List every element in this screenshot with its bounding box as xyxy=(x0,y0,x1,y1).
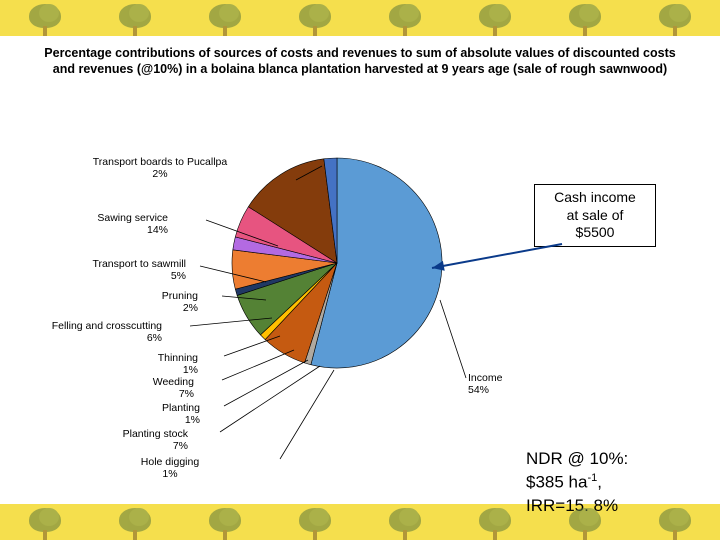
result-line: NDR @ 10%: xyxy=(526,448,628,471)
slice-label: Weeding 7% xyxy=(34,376,194,400)
tree-icon xyxy=(385,506,425,540)
callout-line: at sale of xyxy=(541,207,649,225)
tree-icon xyxy=(295,506,335,540)
slice-label: Planting stock 7% xyxy=(28,428,188,452)
tree-icon xyxy=(295,2,335,36)
tree-icon xyxy=(115,506,155,540)
slice-label: Income 54% xyxy=(468,372,628,396)
decorative-trees-top xyxy=(0,0,720,36)
decorative-trees-bottom xyxy=(0,504,720,540)
tree-icon xyxy=(655,506,695,540)
slice-label: Hole digging 1% xyxy=(90,456,250,480)
superscript: -1 xyxy=(587,472,597,484)
tree-icon xyxy=(25,506,65,540)
slice-label: Transport boards to Pucallpa 2% xyxy=(80,156,240,180)
pie-chart xyxy=(230,156,444,370)
tree-icon xyxy=(565,506,605,540)
callout-line: $5500 xyxy=(541,224,649,242)
slice-label: Transport to sawmill 5% xyxy=(26,258,186,282)
slice-label: Pruning 2% xyxy=(38,290,198,314)
result-line: $385 ha-1, xyxy=(526,471,628,495)
tree-icon xyxy=(205,506,245,540)
tree-icon xyxy=(475,2,515,36)
slice-label: Planting 1% xyxy=(40,402,200,426)
slice-label: Sawing service 14% xyxy=(8,212,168,236)
tree-icon xyxy=(655,2,695,36)
tree-icon xyxy=(475,506,515,540)
tree-icon xyxy=(115,2,155,36)
chart-title: Percentage contributions of sources of c… xyxy=(40,46,680,77)
content-panel: Percentage contributions of sources of c… xyxy=(0,36,720,504)
callout-box: Cash incomeat sale of$5500 xyxy=(534,184,656,247)
tree-icon xyxy=(385,2,425,36)
tree-icon xyxy=(25,2,65,36)
callout-line: Cash income xyxy=(541,189,649,207)
slice-label: Thinning 1% xyxy=(38,352,198,376)
tree-icon xyxy=(565,2,605,36)
chart-area: Income 54% Hole digging 1% Planting stock … xyxy=(0,126,720,504)
slice-label: Felling and crosscutting 6% xyxy=(2,320,162,344)
tree-icon xyxy=(205,2,245,36)
